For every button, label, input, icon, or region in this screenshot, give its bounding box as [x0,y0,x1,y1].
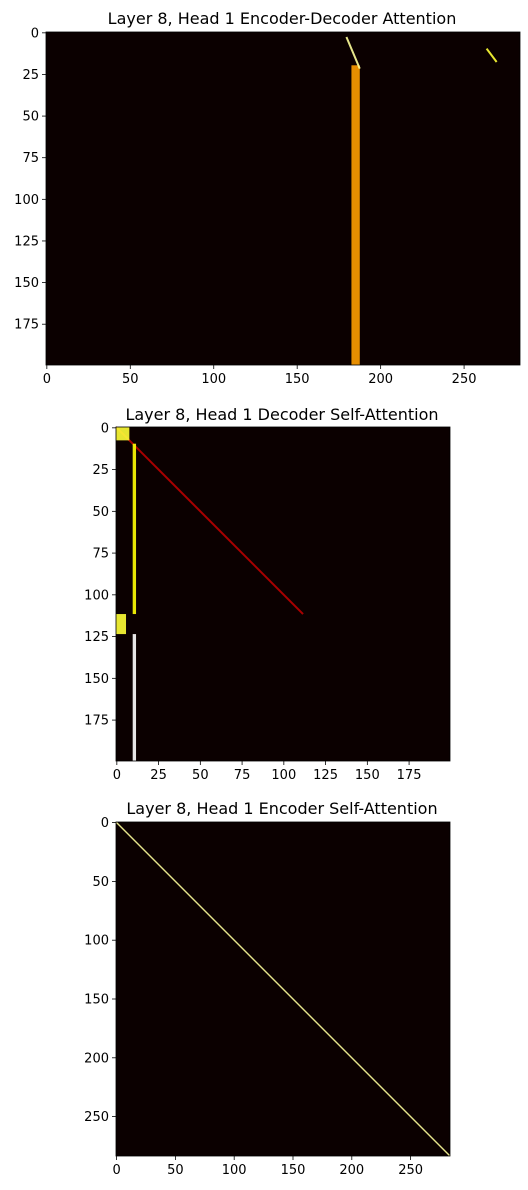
x-axis: 0 50 100 150 200 250 [112,1156,423,1178]
y-tick-label: 25 [22,68,39,83]
y-tick-label: 50 [92,505,109,520]
chart-title: Layer 8, Head 1 Encoder Self-Attention [126,799,437,818]
x-tick-label: 0 [113,768,121,783]
x-tick-label: 0 [43,372,51,387]
x-tick-label: 50 [122,372,139,387]
decoder-self-attention-panel: Layer 8, Head 1 Decoder Self-Attention 0… [84,405,451,783]
encoder-decoder-attention-panel: Layer 8, Head 1 Encoder-Decoder Attentio… [14,9,521,387]
y-tick-label: 50 [22,110,39,125]
y-tick-label: 150 [14,276,39,291]
attention-column-band [132,634,137,761]
y-tick-label: 150 [84,672,109,687]
y-tick-label: 150 [84,992,109,1007]
y-tick-label: 75 [22,151,39,166]
heatmap-background [46,32,520,365]
plot-frame [45,31,521,366]
attention-diagonal [345,36,361,70]
x-tick-label: 150 [285,372,310,387]
x-tick-label: 100 [271,768,296,783]
attention-diagonal [115,426,304,615]
y-tick-label: 250 [84,1110,109,1125]
x-tick-label: 175 [397,768,422,783]
attention-block [116,614,127,635]
x-tick-label: 150 [355,768,380,783]
chart-title: Layer 8, Head 1 Encoder-Decoder Attentio… [108,9,457,28]
x-tick-label: 100 [222,1163,247,1178]
x-axis: 0 50 100 150 200 250 [43,365,477,387]
y-tick-label: 175 [84,714,109,729]
y-tick-label: 125 [14,234,39,249]
encoder-self-attention-panel: Layer 8, Head 1 Encoder Self-Attention 0… [84,799,451,1178]
attention-diagonal [115,821,451,1157]
x-tick-label: 200 [339,1163,364,1178]
attention-block [116,427,130,441]
y-tick-label: 0 [101,816,109,831]
x-tick-label: 200 [368,372,393,387]
y-tick-label: 75 [92,547,109,562]
heatmap-cells [115,426,304,761]
x-tick-label: 125 [313,768,338,783]
y-tick-label: 100 [14,193,39,208]
plot-frame [115,821,451,1157]
x-tick-label: 25 [150,768,167,783]
attention-column-band [132,443,137,615]
y-axis: 0 50 100 150 200 250 [84,816,116,1125]
y-tick-label: 175 [14,318,39,333]
attention-column-band [351,65,360,366]
y-tick-label: 125 [84,630,109,645]
y-tick-label: 100 [84,588,109,603]
attention-diagonal [485,48,498,63]
y-tick-label: 100 [84,934,109,949]
y-axis: 0 25 50 75 100 125 150 175 [14,26,46,333]
x-tick-label: 50 [167,1163,184,1178]
chart-title: Layer 8, Head 1 Decoder Self-Attention [125,405,438,424]
x-axis: 0 25 50 75 100 125 150 175 [113,761,422,783]
x-tick-label: 100 [201,372,226,387]
x-tick-label: 250 [452,372,477,387]
y-tick-label: 50 [92,875,109,890]
y-tick-label: 0 [31,26,39,41]
y-axis: 0 25 50 75 100 125 150 175 [84,421,116,729]
heatmap-cells [345,36,498,366]
x-tick-label: 150 [281,1163,306,1178]
x-tick-label: 0 [112,1163,120,1178]
y-tick-label: 200 [84,1051,109,1066]
plot-frame [115,426,451,762]
x-tick-label: 250 [398,1163,423,1178]
y-tick-label: 0 [101,421,109,436]
x-tick-label: 75 [234,768,251,783]
x-tick-label: 50 [192,768,209,783]
y-tick-label: 25 [92,463,109,478]
heatmap-cells [115,821,451,1157]
